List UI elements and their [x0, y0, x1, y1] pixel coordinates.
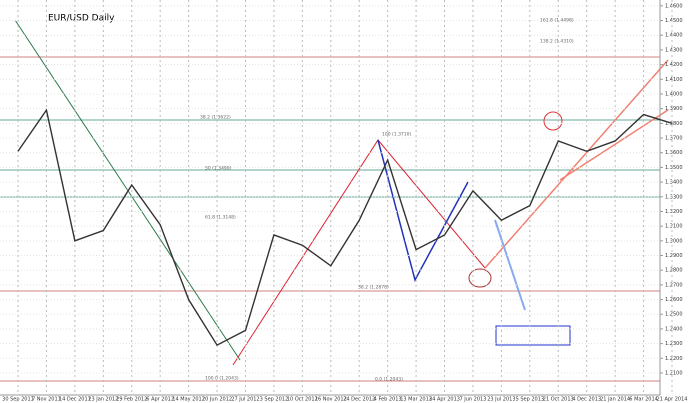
- drawings: [0, 0, 669, 396]
- x-tick-label: 24 Apr 2013: [429, 397, 460, 403]
- x-tick-label: 24 Dec 2012: [343, 397, 375, 403]
- y-tick-label: 1.4000: [665, 91, 683, 97]
- x-tick-label: 23 Jul 2013: [487, 397, 515, 403]
- x-tick-label: 10 Oct 2012: [287, 397, 318, 403]
- x-tick-label: 29 Feb 2012: [116, 397, 147, 403]
- annotation: 138.2 (1.4310): [540, 39, 574, 45]
- y-tick-label: 1.2500: [665, 312, 683, 318]
- x-tick-label: 6 Apr 2012: [146, 397, 174, 403]
- x-tick-label: 5 Sep 2013: [516, 397, 545, 403]
- annotation: 100.0 (1.2043): [205, 376, 239, 382]
- circle: [543, 111, 563, 131]
- y-tick-label: 1.3900: [665, 106, 683, 112]
- y-tick-label: 1.3800: [665, 121, 683, 127]
- x-tick-label: 13 Mar 2013: [400, 397, 432, 403]
- y-tick-label: 1.3100: [665, 224, 683, 230]
- x-tick-label: 7 Nov 2011: [32, 397, 61, 403]
- y-tick-label: 1.2200: [665, 356, 683, 362]
- y-tick-label: 1.3200: [665, 209, 683, 215]
- x-tick-label: 20 Jun 2012: [202, 397, 232, 403]
- y-tick-label: 1.4500: [665, 18, 683, 24]
- y-tick-label: 1.3700: [665, 136, 683, 142]
- target-box: [495, 325, 571, 346]
- circle: [468, 268, 492, 288]
- trend-line: [14, 19, 241, 361]
- x-tick-label: 21 Oct 2013: [543, 397, 574, 403]
- x-tick-label: 4 Dec 2013: [572, 397, 601, 403]
- x-tick-label: 14 May 2012: [172, 397, 205, 403]
- y-tick-label: 1.2600: [665, 297, 683, 303]
- y-tick-label: 1.4600: [665, 3, 683, 9]
- chart-title: EUR/USD Daily: [48, 14, 115, 24]
- x-tick-label: 14 Dec 2011: [59, 397, 91, 403]
- y-tick-label: 1.3500: [665, 165, 683, 171]
- y-tick-label: 1.4300: [665, 47, 683, 53]
- annotation: 38.2 (1.3622): [200, 115, 231, 121]
- x-tick-label: 7 Jun 2013: [460, 397, 487, 403]
- y-tick-label: 1.3300: [665, 194, 683, 200]
- x-tick-label: 21 Jan 2014: [600, 397, 630, 403]
- price-line: [17, 108, 673, 346]
- x-tick-label: 4 Feb 2013: [374, 397, 402, 403]
- channel: [484, 59, 669, 269]
- x-tick-label: 21 Apr 2014: [657, 397, 688, 403]
- x-tick-label: 27 Jul 2012: [231, 397, 259, 403]
- y-tick-label: 1.3600: [665, 150, 683, 156]
- y-tick-label: 1.4200: [665, 62, 683, 68]
- x-tick-label: 23 Jan 2012: [88, 397, 118, 403]
- y-tick-label: 1.4400: [665, 33, 683, 39]
- y-tick-label: 1.2100: [665, 370, 683, 376]
- annotation: 61.8 (1.3148): [205, 215, 236, 221]
- x-tick-label: 30 Sep 2011: [2, 397, 34, 403]
- x-tick-label: 6 Mar 2014: [629, 397, 658, 403]
- annotation: 100 (1.3710): [382, 132, 412, 138]
- y-tick-label: 1.2300: [665, 341, 683, 347]
- annotation: 0.0 (1.2043): [375, 377, 403, 383]
- y-tick-label: 1.2900: [665, 253, 683, 259]
- annotation: 50 (1.3490): [205, 166, 232, 172]
- zigzag: [377, 139, 469, 283]
- y-tick-label: 1.3400: [665, 180, 683, 186]
- y-tick-label: 1.2700: [665, 282, 683, 288]
- y-tick-label: 1.2400: [665, 326, 683, 332]
- channel: [559, 109, 669, 181]
- x-tick-label: 16 Nov 2012: [315, 397, 347, 403]
- y-tick-label: 1.3000: [665, 238, 683, 244]
- annotation: 38.2 (1.2878): [358, 285, 389, 291]
- x-tick-label: 3 Sep 2012: [260, 397, 289, 403]
- y-tick-label: 1.2800: [665, 268, 683, 274]
- arrow: [494, 219, 526, 311]
- y-tick-label: 1.4100: [665, 77, 683, 83]
- annotation: 161.8 (1.4498): [540, 18, 574, 24]
